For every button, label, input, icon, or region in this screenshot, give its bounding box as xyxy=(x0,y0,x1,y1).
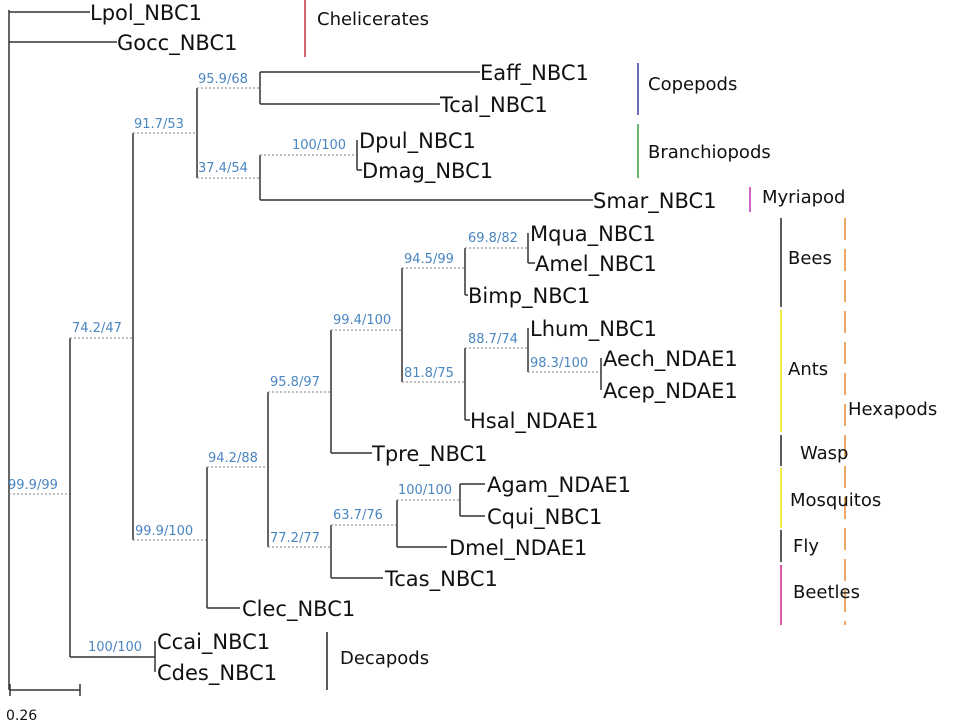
support-983: 98.3/100 xyxy=(530,356,588,371)
clade-label-fly: Fly xyxy=(793,536,819,557)
leaf-dmag: Dmag_NBC1 xyxy=(362,159,493,184)
clade-label-bees: Bees xyxy=(788,248,832,269)
leaf-acep: Acep_NDAE1 xyxy=(603,379,738,404)
support-917: 91.7/53 xyxy=(134,117,184,132)
clade-label-mosquitos: Mosquitos xyxy=(790,490,881,511)
leaf-dmel: Dmel_NDAE1 xyxy=(449,536,587,561)
support-root: 99.9/99 xyxy=(8,478,58,493)
leaf-lhum: Lhum_NBC1 xyxy=(530,317,657,342)
support-818: 81.8/75 xyxy=(404,366,454,381)
support-decapods: 100/100 xyxy=(88,640,142,655)
support-959: 95.9/68 xyxy=(198,72,248,87)
support-945: 94.5/99 xyxy=(404,252,454,267)
clade-label-ants: Ants xyxy=(788,359,828,380)
leaf-smar: Smar_NBC1 xyxy=(593,189,717,214)
clade-label-hexapods: Hexapods xyxy=(848,399,937,420)
support-772: 77.2/77 xyxy=(270,531,320,546)
clade-label-myriapod: Myriapod xyxy=(762,187,845,208)
leaf-hsal: Hsal_NDAE1 xyxy=(470,409,598,434)
leaf-mqua: Mqua_NBC1 xyxy=(530,222,656,247)
clade-label-beetles: Beetles xyxy=(793,582,860,603)
clade-label-wasp: Wasp xyxy=(800,443,848,464)
leaf-tcas: Tcas_NBC1 xyxy=(384,567,498,592)
leaf-eaff: Eaff_NBC1 xyxy=(480,61,589,86)
scale-bar: 0.26 xyxy=(6,684,81,724)
leaf-tpre: Tpre_NBC1 xyxy=(371,442,488,467)
leaf-tcal: Tcal_NBC1 xyxy=(439,93,548,118)
support-994: 99.4/100 xyxy=(333,313,391,328)
leaf-cdes: Cdes_NBC1 xyxy=(157,661,277,686)
leaf-clec: Clec_NBC1 xyxy=(242,597,355,622)
support-698: 69.8/82 xyxy=(468,231,518,246)
support-742: 74.2/47 xyxy=(72,321,122,336)
scale-bar-label: 0.26 xyxy=(6,708,37,724)
clade-label-copepods: Copepods xyxy=(648,74,737,95)
support-942: 94.2/88 xyxy=(208,451,258,466)
leaf-cqui: Cqui_NBC1 xyxy=(487,505,602,530)
clade-label-branchiopods: Branchiopods xyxy=(648,142,771,163)
leaf-amel: Amel_NBC1 xyxy=(535,252,657,277)
support-insecta: 99.9/100 xyxy=(135,524,193,539)
support-637: 63.7/76 xyxy=(333,508,383,523)
clade-label-decapods: Decapods xyxy=(340,648,429,669)
support-mosq: 100/100 xyxy=(398,483,452,498)
leaf-bimp: Bimp_NBC1 xyxy=(468,284,590,309)
leaf-agam: Agam_NDAE1 xyxy=(487,473,631,498)
leaf-ccai: Ccai_NBC1 xyxy=(157,630,270,655)
support-dpuldmag: 100/100 xyxy=(292,138,346,153)
support-958: 95.8/97 xyxy=(270,375,320,390)
leaf-aech: Aech_NDAE1 xyxy=(603,347,738,372)
leaf-lpol: Lpol_NBC1 xyxy=(90,1,202,26)
support-887: 88.7/74 xyxy=(468,332,518,347)
leaf-gocc: Gocc_NBC1 xyxy=(117,31,237,56)
clade-label-chelicerates: Chelicerates xyxy=(317,9,429,30)
support-374: 37.4/54 xyxy=(198,161,248,176)
leaf-dpul: Dpul_NBC1 xyxy=(359,129,476,154)
